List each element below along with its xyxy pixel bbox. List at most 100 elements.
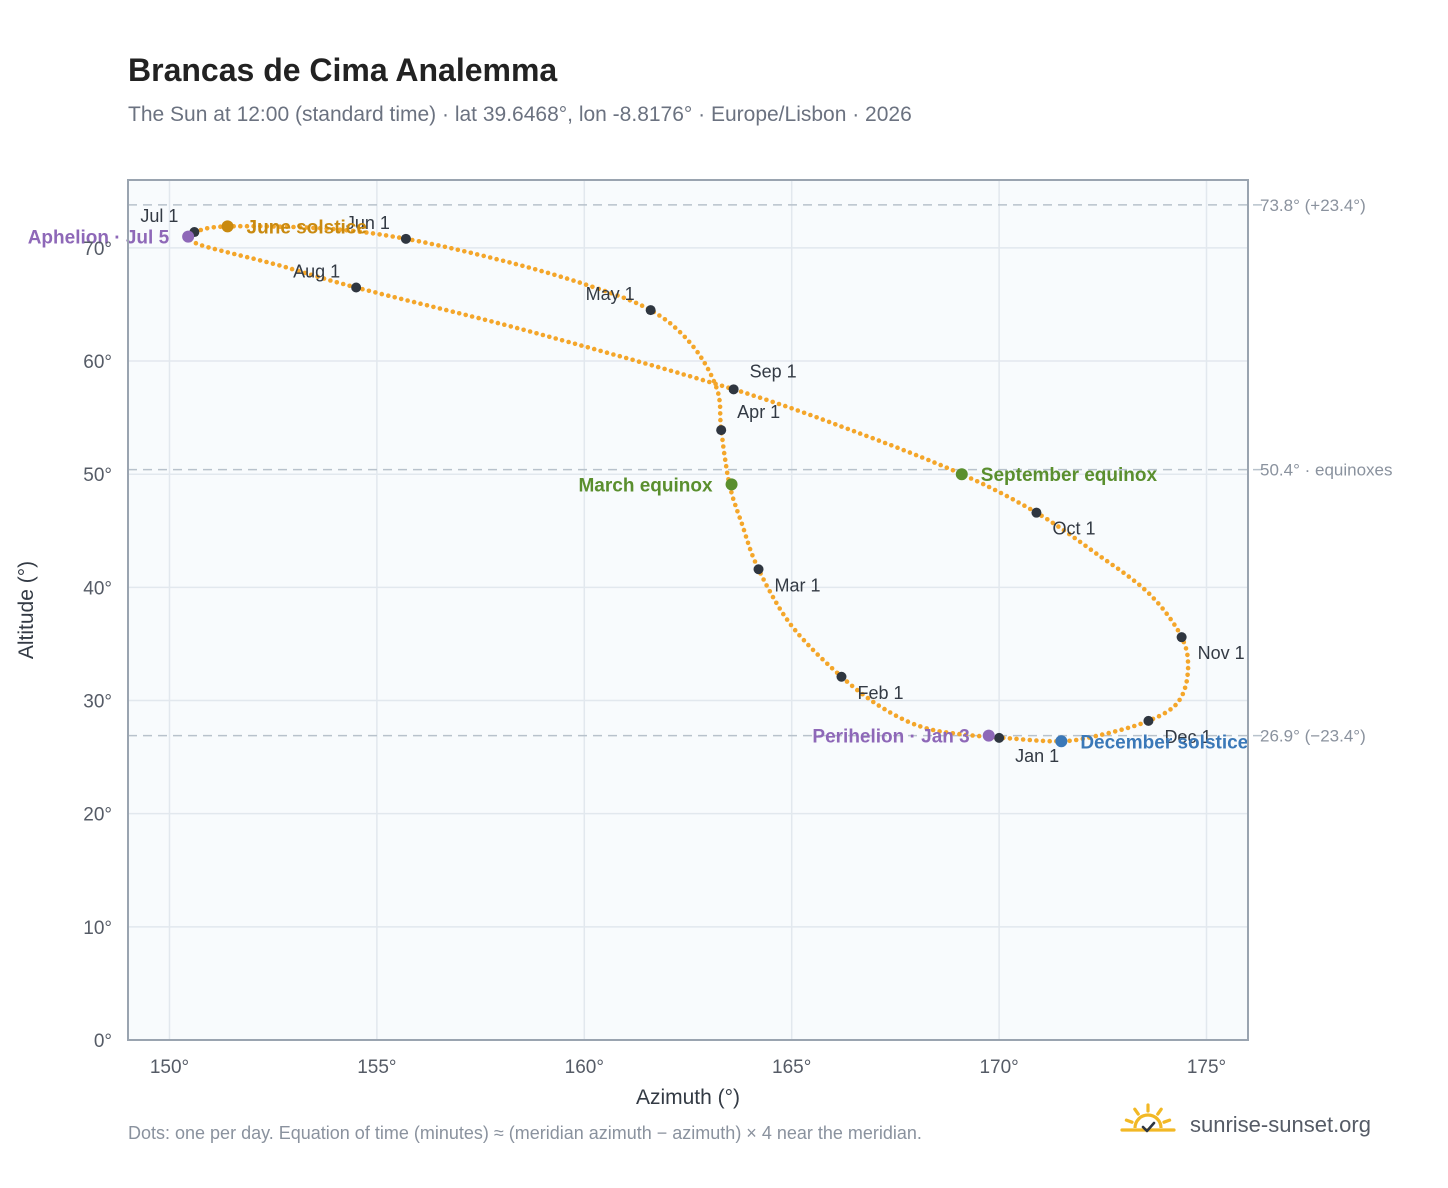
daily-dot — [899, 716, 905, 722]
daily-dot — [251, 223, 256, 229]
daily-dot — [218, 224, 223, 229]
daily-dot — [232, 251, 237, 257]
month-marker-label: Feb 1 — [857, 683, 903, 703]
daily-dot — [1110, 562, 1115, 568]
daily-dot — [508, 324, 514, 329]
daily-dot — [781, 611, 786, 617]
daily-dot — [741, 527, 747, 533]
daily-dot — [677, 329, 683, 335]
daily-dot — [871, 699, 876, 705]
daily-dot — [713, 381, 718, 387]
daily-dot — [1073, 737, 1079, 743]
daily-dot — [814, 415, 819, 420]
daily-dot — [757, 395, 763, 401]
daily-dot — [487, 255, 493, 260]
daily-dot — [1040, 738, 1046, 744]
daily-dot — [468, 250, 474, 256]
daily-dot — [456, 311, 462, 316]
daily-dot — [558, 274, 564, 280]
daily-dot — [825, 661, 830, 667]
y-tick-label: 20° — [83, 805, 112, 826]
daily-dot — [566, 339, 571, 345]
daily-dot — [297, 225, 303, 230]
brand[interactable]: sunrise-sunset.org — [1118, 1100, 1398, 1148]
daily-dot — [1164, 611, 1169, 616]
daily-dot — [545, 270, 551, 276]
daily-dot — [1027, 506, 1033, 512]
daily-dot — [386, 293, 391, 299]
event-marker — [221, 220, 234, 233]
daily-dot — [302, 270, 308, 276]
y-tick-label: 70° — [83, 239, 112, 260]
daily-dot — [887, 710, 893, 715]
daily-dot — [337, 227, 343, 232]
daily-dot — [238, 253, 243, 258]
event-label: September equinox — [981, 465, 1158, 486]
daily-dot — [437, 306, 443, 311]
daily-dot — [1077, 539, 1083, 545]
month-marker — [351, 282, 362, 293]
daily-dot — [1099, 732, 1105, 737]
daily-dot — [204, 226, 210, 231]
daily-dot — [1022, 503, 1027, 509]
daily-dot — [1094, 551, 1099, 556]
daily-dot — [334, 280, 340, 285]
daily-dot — [347, 283, 352, 289]
event-marker — [1055, 735, 1068, 748]
daily-dot — [716, 391, 721, 396]
daily-dot — [521, 327, 526, 333]
daily-dot — [907, 450, 913, 455]
daily-dot — [1156, 713, 1162, 719]
daily-dot — [849, 683, 855, 689]
daily-dot — [264, 224, 270, 229]
daily-dot — [730, 496, 736, 502]
daily-dot — [198, 227, 204, 233]
daily-dot — [244, 223, 250, 229]
daily-dot — [926, 457, 931, 463]
daily-dot — [708, 372, 714, 378]
daily-dot — [681, 372, 686, 377]
daily-dot — [729, 490, 734, 495]
footnote: Dots: one per day. Equation of time (min… — [128, 1123, 922, 1143]
daily-dot — [340, 281, 346, 287]
daily-dot — [284, 224, 290, 230]
daily-dot — [289, 266, 295, 272]
daily-dot — [943, 730, 949, 735]
daily-dot — [1056, 524, 1061, 529]
daily-dot — [950, 731, 956, 736]
daily-dot — [764, 397, 769, 403]
month-marker-label: Aug 1 — [293, 262, 340, 282]
daily-dot — [591, 346, 597, 352]
event-marker — [182, 230, 195, 243]
daily-dot — [1173, 702, 1178, 708]
daily-dot — [193, 240, 199, 246]
daily-dot — [609, 290, 614, 296]
daily-dot — [596, 286, 601, 292]
reference-label: 50.4° · equinoxes — [1260, 461, 1393, 480]
daily-dot — [598, 348, 603, 354]
daily-dot — [366, 288, 372, 294]
daily-dot — [1162, 710, 1168, 716]
daily-dot — [743, 534, 749, 539]
daily-dot — [1010, 497, 1016, 502]
daily-dot — [876, 438, 882, 443]
x-tick-label: 165° — [772, 1057, 811, 1078]
daily-dot — [502, 322, 507, 328]
daily-dot — [770, 399, 775, 405]
daily-dot — [789, 406, 794, 411]
sun-logo-icon — [1120, 1103, 1176, 1133]
daily-dot — [219, 248, 224, 254]
daily-dot — [719, 383, 725, 389]
y-tick-label: 40° — [83, 578, 112, 599]
daily-dot — [1083, 543, 1088, 549]
daily-dot — [686, 339, 692, 345]
daily-dot — [970, 733, 975, 738]
daily-dot — [808, 412, 813, 418]
daily-dot — [495, 320, 501, 326]
daily-dot — [1088, 547, 1094, 552]
daily-dot — [702, 361, 708, 366]
daily-dot — [211, 225, 217, 230]
daily-dot — [283, 264, 289, 270]
daily-dot — [1131, 578, 1137, 583]
daily-dot — [655, 364, 661, 370]
